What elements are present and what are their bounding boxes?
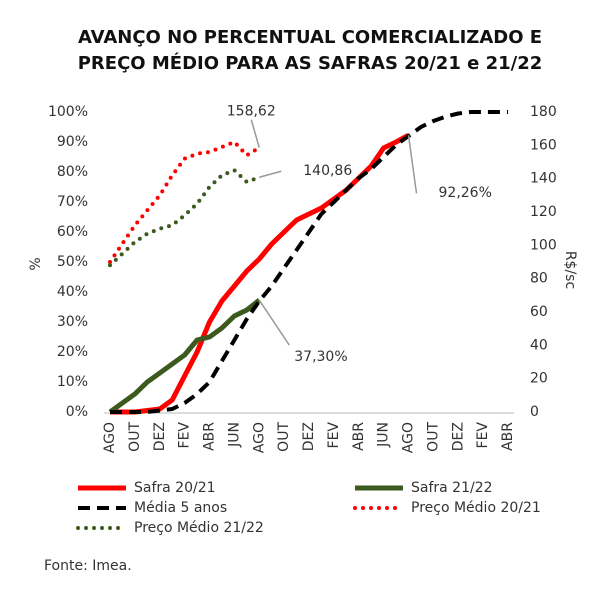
data-label: 37,30% xyxy=(294,349,347,365)
source: Fonte: Imea. xyxy=(44,558,132,574)
x-tick-label: FEV xyxy=(177,422,193,449)
legend-label: Preço Médio 20/21 xyxy=(411,500,541,516)
x-tick-label: ABR xyxy=(500,422,516,451)
series-line xyxy=(108,298,261,415)
y2-tick-label: 120 xyxy=(530,204,557,220)
legend-label: Média 5 anos xyxy=(134,500,227,516)
chart-title: PREÇO MÉDIO PARA AS SAFRAS 20/21 e 21/22 xyxy=(78,52,543,74)
y2-tick-label: 60 xyxy=(530,304,548,320)
x-tick-label: FEV xyxy=(326,422,342,449)
y-tick-label: 90% xyxy=(57,134,88,150)
x-tick-label: OUT xyxy=(276,422,292,452)
y2-tick-label: 80 xyxy=(530,271,548,287)
x-tick-label: OUT xyxy=(127,422,143,452)
x-tick-label: JUN xyxy=(226,422,242,448)
x-tick-label: DEZ xyxy=(301,422,317,451)
series-line xyxy=(108,168,262,268)
y2-tick-label: 20 xyxy=(530,371,548,387)
data-label: 140,86 xyxy=(303,163,352,179)
legend-label: Safra 21/22 xyxy=(411,480,493,496)
y2-tick-label: 160 xyxy=(530,137,557,153)
leader-line xyxy=(407,135,418,194)
y-tick-label: 0% xyxy=(66,404,88,420)
x-tick-label: ABR xyxy=(202,422,218,451)
y-tick-label: 30% xyxy=(57,314,88,330)
y-tick-label: 70% xyxy=(57,194,88,210)
y2-tick-label: 0 xyxy=(530,404,539,420)
x-tick-label: AGO xyxy=(102,422,118,453)
y-tick-label: 10% xyxy=(57,374,88,390)
x-tick-label: OUT xyxy=(425,422,441,452)
data-label: 158,62 xyxy=(227,104,276,120)
y2-tick-label: 140 xyxy=(530,171,557,187)
x-tick-label: ABR xyxy=(351,422,367,451)
leader-line xyxy=(259,170,282,178)
x-tick-label: DEZ xyxy=(152,422,168,451)
x-tick-label: FEV xyxy=(475,422,491,449)
legend-label: Preço Médio 21/22 xyxy=(134,520,264,536)
series-line xyxy=(108,140,262,264)
y-axis-label: % xyxy=(28,257,44,270)
x-tick-label: AGO xyxy=(251,422,267,453)
x-tick-label: JUN xyxy=(376,422,392,448)
y2-tick-label: 180 xyxy=(530,104,557,120)
chart-title: AVANÇO NO PERCENTUAL COMERCIALIZADO E xyxy=(78,27,542,48)
leader-line xyxy=(250,119,260,148)
leader-line xyxy=(258,299,290,346)
y-tick-label: 20% xyxy=(57,344,88,360)
y2-tick-label: 100 xyxy=(530,237,557,253)
series-line xyxy=(110,110,508,414)
y-tick-label: 50% xyxy=(57,254,88,270)
y-tick-label: 80% xyxy=(57,164,88,180)
y2-tick-label: 40 xyxy=(530,337,548,353)
data-label: 92,26% xyxy=(439,185,492,201)
y-tick-label: 40% xyxy=(57,284,88,300)
x-tick-label: AGO xyxy=(401,422,417,453)
x-tick-label: DEZ xyxy=(450,422,466,451)
y2-axis-label: R$/sc xyxy=(562,251,578,289)
legend-label: Safra 20/21 xyxy=(134,480,216,496)
y-tick-label: 100% xyxy=(48,104,88,120)
y-tick-label: 60% xyxy=(57,224,88,240)
